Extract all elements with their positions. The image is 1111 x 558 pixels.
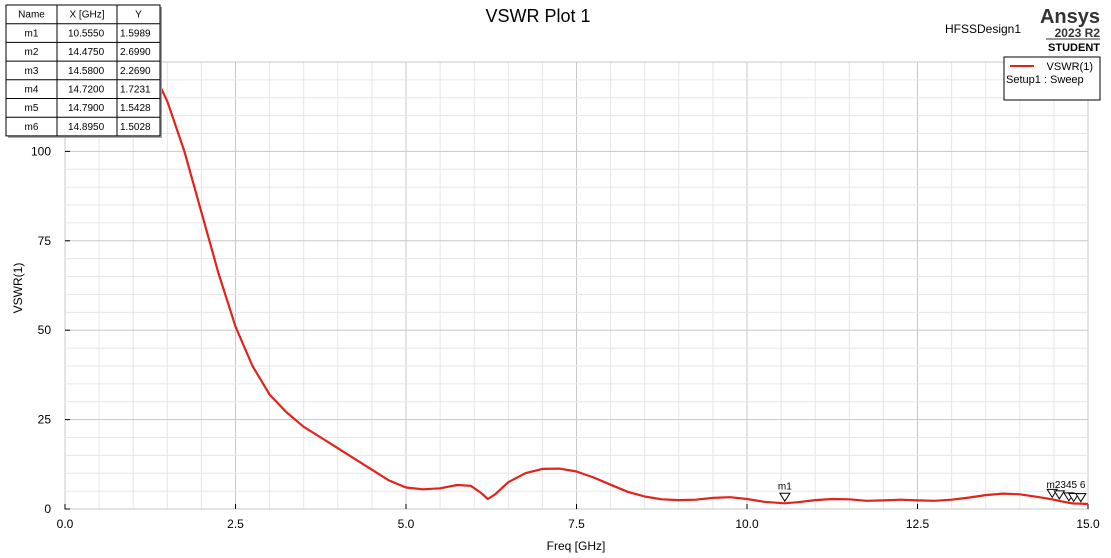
marker-m5[interactable] — [1067, 492, 1080, 503]
brand-logo: Ansys — [1040, 6, 1100, 28]
y-tick-label: 75 — [38, 234, 52, 248]
table-cell-x: 10.5550 — [68, 28, 105, 39]
legend[interactable]: VSWR(1) Setup1 : Sweep — [1003, 56, 1101, 101]
legend-entry-vswr: VSWR(1) — [1047, 61, 1093, 73]
grid-lines — [64, 61, 1089, 510]
y-tick-label: 100 — [31, 144, 51, 158]
table-cell-y: 1.5989 — [120, 28, 151, 39]
table-header-cell: Y — [135, 10, 142, 21]
table-cell-y: 2.2690 — [120, 66, 151, 77]
table-cell-y: 1.7231 — [120, 85, 151, 96]
table-cell-y: 2.6990 — [120, 47, 151, 58]
table-cell-name: m6 — [25, 122, 39, 133]
axis-ticks: 0.0 2.5 5.0 7.5 10.0 12.5 15.0 0 25 50 75 100 — [31, 144, 1100, 531]
series-layer — [156, 79, 1089, 506]
table-cell-y: 1.5028 — [120, 122, 151, 133]
marker-table[interactable]: Name X [GHz] Ym1 10.5550 1.5989 m2 14.4750 2.69… — [5, 4, 162, 138]
table-cell-name: m3 — [25, 66, 39, 77]
table-cell-x: 14.7200 — [68, 85, 105, 96]
table-cell-name: m4 — [25, 85, 39, 96]
table-header-cell: X [GHz] — [69, 10, 104, 21]
y-tick-label: 50 — [38, 323, 52, 337]
x-tick-label: 0.0 — [57, 517, 74, 531]
legend-entry-setup: Setup1 : Sweep — [1006, 74, 1084, 86]
table-cell-name: m2 — [25, 47, 39, 58]
table-cell-name: m5 — [25, 103, 39, 114]
table-cell-x: 14.7900 — [68, 103, 105, 114]
x-tick-label: 15.0 — [1076, 517, 1100, 531]
table-cell-x: 14.5800 — [68, 66, 105, 77]
brand-edition: STUDENT — [1048, 42, 1100, 54]
x-tick-label: 10.0 — [735, 517, 759, 531]
table-header-cell: Name — [18, 10, 45, 21]
marker-label-cluster: m2345 6 — [1047, 480, 1086, 491]
marker-label-m1: m1 — [778, 481, 792, 492]
brand-version: 2023 R2 — [1055, 26, 1101, 40]
table-cell-name: m1 — [25, 28, 39, 39]
marker-m1[interactable] — [778, 492, 791, 503]
y-axis-label: VSWR(1) — [11, 263, 25, 314]
table-cell-x: 14.4750 — [68, 47, 105, 58]
x-axis-label: Freq [GHz] — [547, 539, 606, 553]
x-tick-label: 7.5 — [568, 517, 585, 531]
chart-title: VSWR Plot 1 — [485, 6, 590, 26]
x-tick-label: 5.0 — [398, 517, 415, 531]
marker-m3[interactable] — [1053, 490, 1066, 500]
x-tick-label: 2.5 — [227, 517, 244, 531]
marker-layer: m1 m2345 6 — [778, 480, 1087, 503]
x-tick-label: 12.5 — [906, 517, 930, 531]
series-line-vswr[interactable] — [156, 79, 1089, 506]
marker-m6[interactable] — [1074, 493, 1087, 503]
design-name: HFSSDesign1 — [945, 22, 1021, 36]
table-cell-x: 14.8950 — [68, 122, 105, 133]
y-tick-label: 0 — [44, 502, 51, 516]
table-frame — [5, 4, 161, 137]
legend-box — [1003, 56, 1101, 101]
table-cell-y: 1.5428 — [120, 103, 151, 114]
y-tick-label: 25 — [38, 413, 52, 427]
